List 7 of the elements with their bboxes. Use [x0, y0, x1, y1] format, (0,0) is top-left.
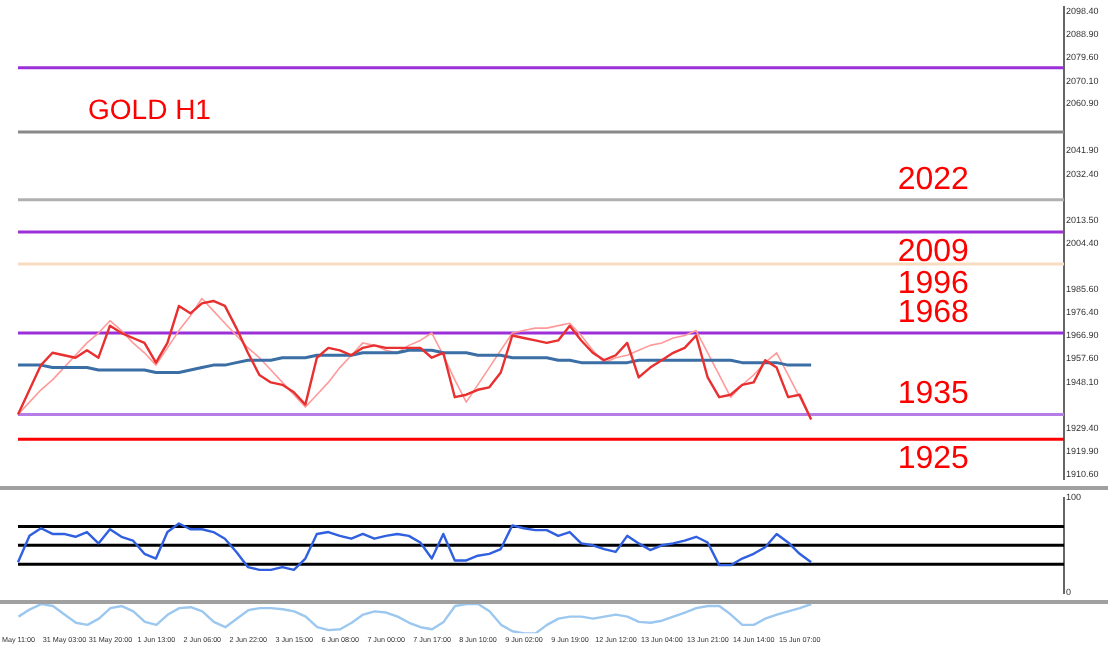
text: GOLD H1 [88, 93, 212, 126]
ref-line-label: 1996 [897, 266, 970, 301]
ref-line-label: 2022 [897, 162, 970, 197]
ref-line-label: 2009 [897, 234, 970, 269]
ref-line-label: 1935 [897, 377, 970, 412]
ref-line-label: 1925 [897, 441, 970, 476]
ref-line-label: 1968 [897, 295, 970, 330]
